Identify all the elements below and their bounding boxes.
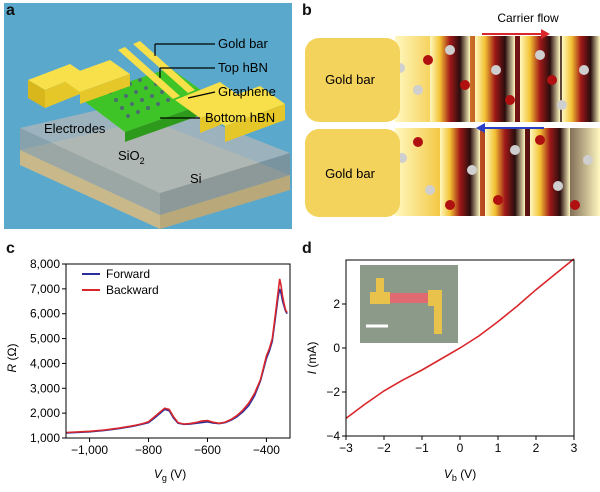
panel-d-letter: d <box>302 240 312 257</box>
chart-d-ylabel: I (mA) <box>305 342 319 375</box>
resistance-chart: −1,000 −800 −600 −400 1,000 2,000 3,000 4,000 5,… <box>5 257 291 483</box>
chart-c-series-1 <box>65 278 288 434</box>
chart-d-ytick-label: −4 <box>326 429 340 443</box>
chart-c-ytick-label: 2,000 <box>30 406 60 420</box>
chart-c-xtick-label: −1,000 <box>71 443 108 457</box>
right-electrode <box>175 82 245 118</box>
chart-d-series-0 <box>345 258 575 420</box>
label-bottom-hbn: Bottom hBN <box>205 110 275 125</box>
chart-d-xlabel: Vb (V) <box>444 467 476 483</box>
annotation-lines <box>154 43 216 119</box>
carrier-flow-label: Carrier flow <box>497 11 559 25</box>
panel-a-letter: a <box>6 2 15 19</box>
chart-c-ytick-label: 4,000 <box>30 356 60 370</box>
panel-b: Carrier flow <box>300 0 600 232</box>
chart-c-ytick-label: 6,000 <box>30 307 60 321</box>
legend-backward: Backward <box>106 283 159 297</box>
label-graphene: Graphene <box>218 84 276 99</box>
panel-d: −3 −2 −1 0 1 2 3 −4 −2 0 2 I (mA) Vb (V) d <box>300 240 600 487</box>
sio2-layer-left <box>20 128 160 215</box>
gold-bar-bottom-label: Gold bar <box>325 166 376 181</box>
label-top-hbn: Top hBN <box>218 60 268 75</box>
chart-c-xlabel: Vg (V) <box>154 467 186 483</box>
chart-d-ytick-label: −2 <box>326 385 340 399</box>
legend: Forward Backward <box>82 267 159 297</box>
carrier-flow-diagram: Carrier flow <box>305 11 600 217</box>
current-voltage-chart: −3 −2 −1 0 1 2 3 −4 −2 0 2 I (mA) Vb (V) <box>305 258 578 483</box>
si-substrate-right <box>160 175 290 229</box>
label-si: Si <box>190 171 202 186</box>
gold-bar-top-label: Gold bar <box>325 72 376 87</box>
chart-c-ytick-label: 3,000 <box>30 381 60 395</box>
legend-forward: Forward <box>106 267 150 281</box>
label-electrodes: Electrodes <box>44 121 106 136</box>
chart-d-xtick-label: −2 <box>377 441 391 455</box>
chart-d-frame <box>345 259 575 437</box>
chart-d-ytick-label: 2 <box>333 297 340 311</box>
chart-c-xtick-label: −800 <box>135 443 162 457</box>
chart-d-xtick-label: 2 <box>533 441 540 455</box>
gold-bar-right <box>133 41 195 93</box>
chart-c-ytick-label: 5,000 <box>30 332 60 346</box>
arrow-right <box>482 29 550 39</box>
top-lattice-band <box>395 36 600 122</box>
device-schematic: Gold bar Top hBN Graphene Bottom hBN Ele… <box>4 3 292 229</box>
chart-c-frame <box>65 263 291 439</box>
sio2-layer <box>20 98 290 193</box>
chart-c-ytick-label: 1,000 <box>30 431 60 445</box>
gold-bar-bottom <box>305 129 400 217</box>
arrow-left <box>476 123 544 133</box>
label-gold-bar: Gold bar <box>218 36 269 51</box>
panel-a: Gold bar Top hBN Graphene Bottom hBN Ele… <box>0 0 298 232</box>
chart-c-ylabel: R (Ω) <box>5 344 19 373</box>
chart-d-xtick-label: 3 <box>571 441 578 455</box>
si-substrate-left <box>20 150 160 229</box>
left-electrode <box>28 64 85 90</box>
chart-c-xtick-label: −400 <box>253 443 280 457</box>
bottom-lattice-band <box>395 128 600 216</box>
chart-d-xtick-label: −3 <box>339 441 353 455</box>
chart-c-series-0 <box>65 288 288 434</box>
chart-d-xtick-label: −1 <box>415 441 429 455</box>
chart-d-xtick-label: 0 <box>457 441 464 455</box>
gold-bar-left <box>118 47 180 99</box>
chart-c-xtick-label: −600 <box>194 443 221 457</box>
chart-c-ytick-label: 8,000 <box>30 257 60 271</box>
chart-d-ytick-label: 0 <box>333 341 340 355</box>
panel-c-letter: c <box>6 240 15 257</box>
chart-c-ytick-label: 7,000 <box>30 282 60 296</box>
panel-c: −1,000 −800 −600 −400 1,000 2,000 3,000 4,000 5,… <box>0 240 300 487</box>
panel-b-letter: b <box>302 2 312 19</box>
sio2-layer-right <box>160 153 290 215</box>
label-sio2: SiO2 <box>118 148 145 166</box>
device-micrograph-inset <box>360 265 458 343</box>
chart-d-xtick-label: 1 <box>495 441 502 455</box>
gold-bar-top <box>305 38 400 122</box>
